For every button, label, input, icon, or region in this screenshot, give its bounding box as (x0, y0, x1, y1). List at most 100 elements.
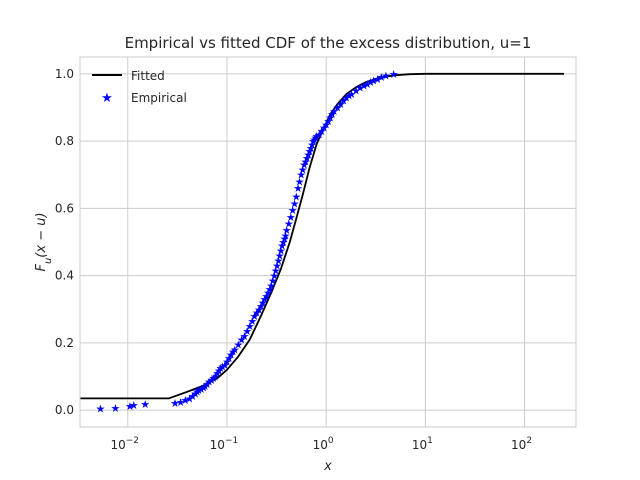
legend-fitted-label: Fitted (131, 69, 165, 83)
empirical-point: ★ (321, 118, 331, 131)
empirical-point: ★ (362, 78, 372, 91)
empirical-point: ★ (366, 76, 376, 89)
empirical-point: ★ (355, 81, 365, 94)
empirical-point: ★ (230, 344, 240, 357)
empirical-point: ★ (190, 387, 200, 400)
empirical-point: ★ (308, 135, 318, 148)
empirical-point: ★ (389, 68, 399, 81)
y-tick-label: 0.2 (55, 336, 74, 350)
empirical-point: ★ (295, 176, 305, 189)
empirical-point: ★ (268, 275, 278, 288)
empirical-point: ★ (277, 239, 287, 252)
empirical-point: ★ (256, 300, 266, 313)
empirical-point: ★ (216, 362, 226, 375)
empirical-point: ★ (226, 349, 236, 362)
empirical-point: ★ (199, 381, 209, 394)
empirical-point: ★ (204, 376, 214, 389)
empirical-point: ★ (258, 297, 268, 310)
grid (80, 57, 576, 427)
empirical-point: ★ (376, 71, 386, 84)
y-axis-label-args: (x − u) (34, 212, 49, 257)
empirical-point: ★ (220, 359, 230, 372)
empirical-point: ★ (306, 142, 316, 155)
empirical-point: ★ (228, 345, 238, 358)
empirical-point: ★ (170, 397, 180, 410)
empirical-point: ★ (280, 233, 290, 246)
empirical-point: ★ (309, 133, 319, 146)
chart-title: Empirical vs fitted CDF of the excess di… (125, 34, 532, 52)
empirical-point: ★ (263, 287, 273, 300)
empirical-point: ★ (339, 95, 349, 108)
empirical-point: ★ (224, 352, 234, 365)
empirical-point: ★ (359, 80, 369, 93)
empirical-point: ★ (200, 380, 210, 393)
empirical-point: ★ (207, 374, 217, 387)
empirical-point: ★ (325, 112, 335, 125)
empirical-point: ★ (214, 365, 224, 378)
x-tick-base: 10 (110, 438, 125, 452)
empirical-point: ★ (271, 265, 281, 278)
empirical-point: ★ (336, 98, 346, 111)
empirical-point: ★ (192, 386, 202, 399)
empirical-point: ★ (327, 108, 337, 121)
empirical-point: ★ (180, 394, 190, 407)
empirical-point: ★ (282, 224, 292, 237)
legend-empirical-label: Empirical (131, 91, 187, 105)
empirical-point: ★ (242, 325, 252, 338)
y-axis-label-main: F (34, 264, 49, 272)
plot-frame (79, 56, 577, 428)
empirical-point: ★ (176, 396, 186, 409)
empirical-point: ★ (312, 130, 322, 143)
x-tick-exponent: 1 (427, 436, 433, 446)
y-tick-label: 0.4 (55, 269, 74, 283)
empirical-point: ★ (252, 307, 262, 320)
empirical-point: ★ (188, 390, 198, 403)
empirical-point: ★ (140, 398, 150, 411)
empirical-point: ★ (305, 145, 315, 158)
empirical-point: ★ (347, 88, 357, 101)
empirical-point: ★ (344, 90, 354, 103)
x-tick-label: 102 (511, 436, 532, 452)
empirical-point: ★ (194, 384, 204, 397)
empirical-point: ★ (276, 244, 286, 257)
empirical-point: ★ (314, 128, 324, 141)
empirical-point: ★ (212, 367, 222, 380)
empirical-point: ★ (290, 197, 300, 210)
empirical-point: ★ (210, 371, 220, 384)
empirical-point: ★ (301, 155, 311, 168)
empirical-point: ★ (245, 320, 255, 333)
x-tick-exponent: −1 (225, 436, 238, 446)
empirical-point: ★ (329, 105, 339, 118)
legend: Fitted ★ Empirical (92, 69, 187, 106)
empirical-point: ★ (129, 399, 139, 412)
empirical-point: ★ (110, 402, 120, 415)
x-tick-base: 10 (313, 438, 328, 452)
y-tick-label: 0.0 (55, 403, 74, 417)
empirical-point: ★ (351, 85, 361, 98)
empirical-point: ★ (307, 139, 317, 152)
empirical-point: ★ (298, 164, 308, 177)
empirical-point: ★ (269, 270, 279, 283)
empirical-point: ★ (233, 339, 243, 352)
empirical-point: ★ (275, 250, 285, 263)
y-ticks: 0.0 0.2 0.4 0.6 0.8 1.0 (55, 67, 74, 417)
empirical-point: ★ (369, 75, 379, 88)
x-tick-label: 10−1 (210, 436, 239, 452)
empirical-point: ★ (381, 70, 391, 83)
empirical-point: ★ (265, 283, 275, 296)
x-tick-base: 10 (210, 438, 225, 452)
x-tick-label: 101 (412, 436, 433, 452)
empirical-point: ★ (319, 122, 329, 135)
empirical-point: ★ (95, 403, 105, 416)
y-tick-label: 1.0 (55, 67, 74, 81)
x-tick-exponent: −2 (126, 436, 139, 446)
x-tick-exponent: 2 (526, 436, 532, 446)
empirical-point: ★ (272, 260, 282, 273)
empirical-point: ★ (288, 204, 298, 217)
empirical-point: ★ (311, 132, 321, 145)
x-tick-label: 10−2 (110, 436, 139, 452)
empirical-point: ★ (202, 378, 212, 391)
empirical-point: ★ (260, 293, 270, 306)
x-tick-exponent: 0 (328, 436, 334, 446)
